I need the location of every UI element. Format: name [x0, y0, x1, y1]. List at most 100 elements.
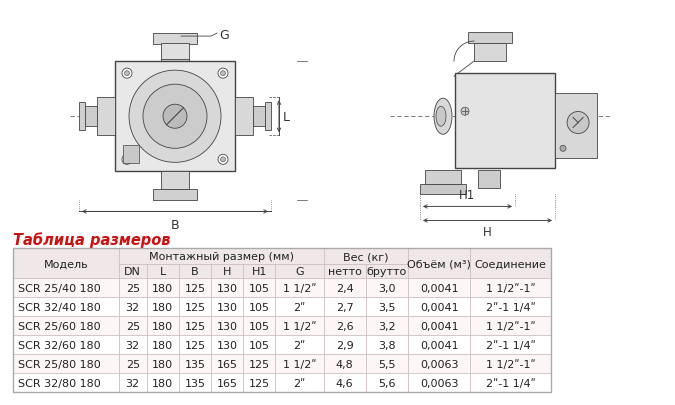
Bar: [211, 264, 243, 279]
Bar: [97, 98, 115, 136]
Text: 3,8: 3,8: [378, 340, 396, 350]
Circle shape: [124, 71, 130, 77]
Text: SCR 32/80 180: SCR 32/80 180: [18, 377, 101, 388]
Text: H1: H1: [460, 189, 476, 202]
Bar: [119, 354, 146, 373]
Text: 180: 180: [153, 321, 173, 331]
Bar: [408, 354, 470, 373]
Text: DN: DN: [124, 266, 141, 277]
Text: 3,2: 3,2: [378, 321, 396, 331]
Text: 125: 125: [184, 340, 206, 350]
Bar: [455, 74, 555, 169]
Circle shape: [461, 108, 469, 116]
Bar: [366, 373, 408, 392]
Bar: [146, 316, 179, 335]
Bar: [478, 171, 500, 189]
Bar: [211, 298, 243, 316]
Circle shape: [122, 155, 132, 165]
Bar: [275, 264, 323, 279]
Text: 125: 125: [249, 377, 270, 388]
Bar: [243, 373, 275, 392]
Bar: [323, 335, 366, 354]
Bar: [275, 279, 323, 298]
Text: 25: 25: [126, 359, 140, 369]
Text: Соединение: Соединение: [475, 259, 547, 269]
Text: L: L: [160, 266, 166, 277]
Text: 0,0041: 0,0041: [420, 302, 458, 312]
Text: брутто: брутто: [367, 266, 407, 277]
Circle shape: [221, 71, 225, 77]
Bar: [119, 298, 146, 316]
Bar: [13, 316, 119, 335]
Bar: [211, 354, 243, 373]
Bar: [119, 316, 146, 335]
Bar: [153, 190, 197, 201]
Bar: [13, 249, 119, 279]
Text: 125: 125: [184, 321, 206, 331]
Bar: [470, 298, 551, 316]
Bar: [366, 316, 408, 335]
Bar: [211, 279, 243, 298]
Text: 0,0041: 0,0041: [420, 340, 458, 350]
Bar: [275, 298, 323, 316]
Text: 2ʺ-1 1/4ʺ: 2ʺ-1 1/4ʺ: [485, 302, 535, 312]
Text: 32: 32: [126, 302, 140, 312]
Text: 0,0041: 0,0041: [420, 283, 458, 293]
Bar: [119, 249, 323, 264]
Text: Модель: Модель: [44, 259, 88, 269]
Bar: [161, 172, 189, 190]
Bar: [13, 354, 119, 373]
Bar: [119, 264, 146, 279]
Text: 0,0063: 0,0063: [420, 377, 458, 388]
Text: G: G: [219, 28, 229, 41]
Bar: [79, 103, 85, 131]
Bar: [179, 373, 211, 392]
Text: 2ʺ-1 1/4ʺ: 2ʺ-1 1/4ʺ: [485, 377, 535, 388]
Bar: [115, 62, 235, 172]
Bar: [13, 373, 119, 392]
Bar: [470, 279, 551, 298]
Text: SCR 25/60 180: SCR 25/60 180: [18, 321, 101, 331]
Text: 135: 135: [184, 359, 205, 369]
Bar: [408, 373, 470, 392]
Bar: [243, 279, 275, 298]
Text: Монтажный размер (мм): Монтажный размер (мм): [148, 252, 294, 262]
Text: 2,6: 2,6: [336, 321, 354, 331]
Text: 0,0063: 0,0063: [420, 359, 458, 369]
Circle shape: [163, 105, 187, 129]
Bar: [179, 264, 211, 279]
Bar: [119, 335, 146, 354]
Text: SCR 32/40 180: SCR 32/40 180: [18, 302, 101, 312]
Text: 5,6: 5,6: [378, 377, 396, 388]
Bar: [408, 298, 470, 316]
Text: 125: 125: [184, 302, 206, 312]
Bar: [323, 264, 366, 279]
Bar: [119, 373, 146, 392]
Circle shape: [567, 112, 589, 134]
Bar: [323, 373, 366, 392]
Bar: [179, 279, 211, 298]
Bar: [243, 316, 275, 335]
Bar: [275, 335, 323, 354]
Text: H: H: [223, 266, 232, 277]
Text: G: G: [295, 266, 304, 277]
Text: 2ʺ-1 1/4ʺ: 2ʺ-1 1/4ʺ: [485, 340, 535, 350]
Bar: [408, 279, 470, 298]
Bar: [119, 279, 146, 298]
Bar: [366, 264, 408, 279]
Bar: [474, 44, 506, 62]
Circle shape: [122, 69, 132, 79]
Bar: [470, 335, 551, 354]
Bar: [13, 279, 119, 298]
Bar: [425, 171, 461, 185]
Bar: [161, 44, 189, 62]
Text: 135: 135: [184, 377, 205, 388]
Text: 105: 105: [249, 302, 270, 312]
Text: SCR 25/40 180: SCR 25/40 180: [18, 283, 101, 293]
Bar: [275, 316, 323, 335]
Bar: [179, 316, 211, 335]
Text: 125: 125: [249, 359, 270, 369]
Text: 1 1/2ʺ-1ʺ: 1 1/2ʺ-1ʺ: [486, 321, 535, 331]
Text: 32: 32: [126, 340, 140, 350]
Bar: [243, 335, 275, 354]
